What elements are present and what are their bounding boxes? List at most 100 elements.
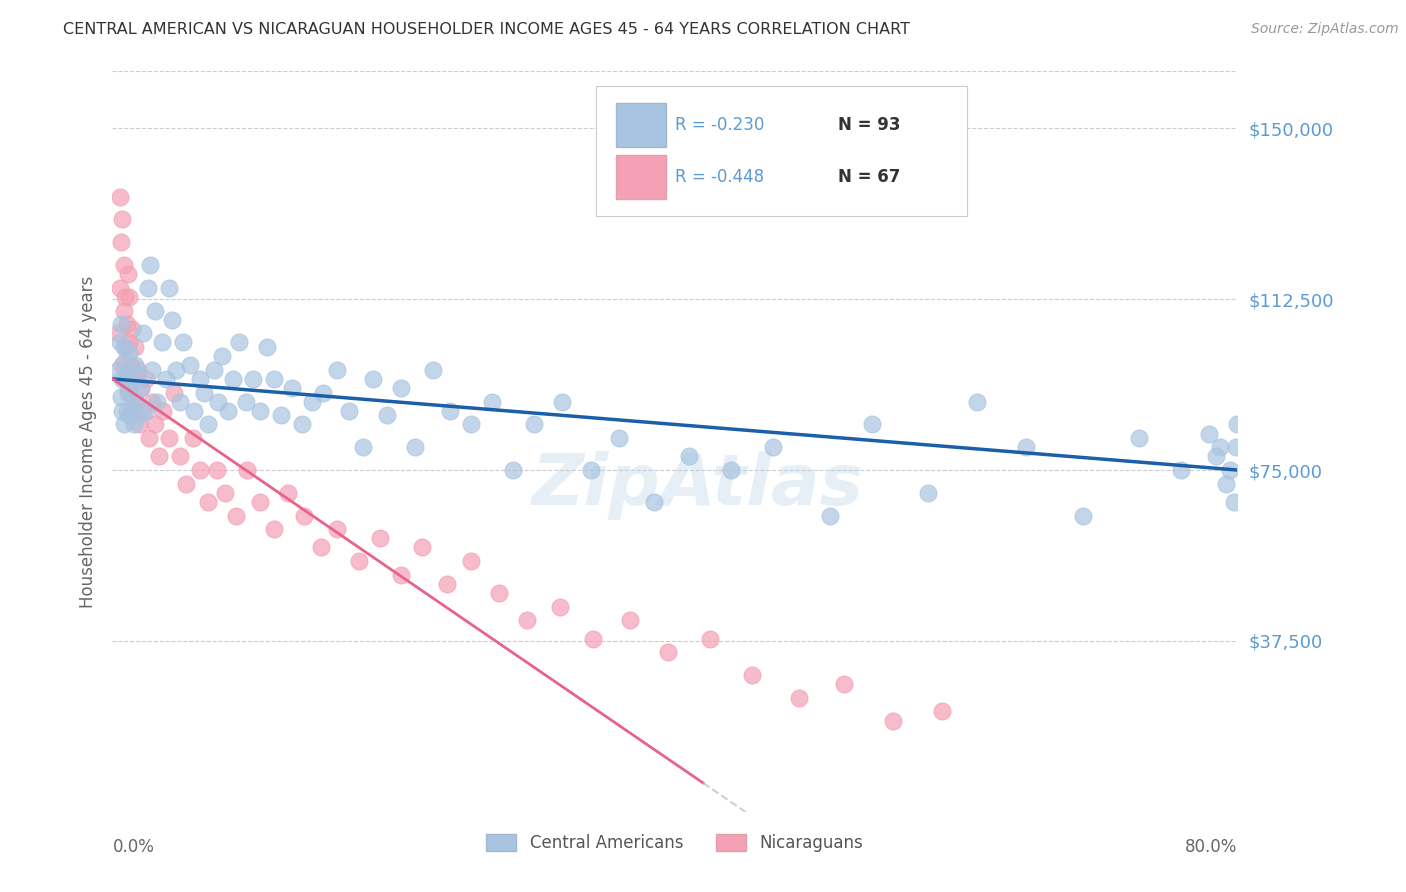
Point bbox=[148, 450, 170, 464]
Point bbox=[152, 404, 174, 418]
Point bbox=[404, 440, 426, 454]
Point bbox=[128, 409, 150, 423]
Text: CENTRAL AMERICAN VS NICARAGUAN HOUSEHOLDER INCOME AGES 45 - 64 YEARS CORRELATION: CENTRAL AMERICAN VS NICARAGUAN HOUSEHOLD… bbox=[63, 22, 910, 37]
Point bbox=[1128, 431, 1150, 445]
Point bbox=[762, 440, 785, 454]
Point bbox=[312, 385, 335, 400]
Point bbox=[1071, 508, 1094, 523]
Point bbox=[235, 394, 257, 409]
Point bbox=[202, 363, 225, 377]
Point bbox=[326, 363, 349, 377]
Point bbox=[699, 632, 721, 646]
Point bbox=[787, 690, 810, 705]
Point bbox=[183, 404, 205, 418]
Point bbox=[125, 394, 148, 409]
Point bbox=[107, 326, 129, 341]
Legend: Central Americans, Nicaraguans: Central Americans, Nicaraguans bbox=[479, 828, 870, 859]
Point bbox=[136, 281, 159, 295]
Point bbox=[114, 353, 136, 368]
Text: R = -0.448: R = -0.448 bbox=[675, 169, 763, 186]
Point bbox=[931, 705, 953, 719]
Point bbox=[389, 567, 412, 582]
Point bbox=[236, 463, 259, 477]
Point bbox=[139, 258, 162, 272]
Point bbox=[120, 376, 142, 391]
Point bbox=[607, 431, 630, 445]
Point bbox=[112, 417, 135, 432]
Point bbox=[122, 417, 145, 432]
Point bbox=[108, 189, 131, 203]
Point bbox=[121, 390, 143, 404]
Point bbox=[150, 335, 173, 350]
Text: R = -0.230: R = -0.230 bbox=[675, 117, 765, 135]
Point bbox=[115, 317, 138, 331]
Point bbox=[108, 281, 131, 295]
Point bbox=[1225, 440, 1247, 454]
Point bbox=[1215, 476, 1237, 491]
Point bbox=[118, 335, 141, 350]
Point bbox=[127, 368, 149, 382]
Point bbox=[249, 495, 271, 509]
Point bbox=[111, 358, 134, 372]
Point bbox=[117, 385, 139, 400]
Point bbox=[135, 404, 157, 418]
Text: Source: ZipAtlas.com: Source: ZipAtlas.com bbox=[1251, 22, 1399, 37]
Point bbox=[121, 322, 143, 336]
Point bbox=[111, 372, 134, 386]
Point bbox=[112, 303, 135, 318]
Point bbox=[436, 577, 458, 591]
Point bbox=[966, 394, 988, 409]
Point bbox=[188, 463, 211, 477]
Point bbox=[1170, 463, 1192, 477]
Text: N = 67: N = 67 bbox=[838, 169, 900, 186]
Point bbox=[129, 381, 152, 395]
Point bbox=[1198, 426, 1220, 441]
Point bbox=[1015, 440, 1038, 454]
Point bbox=[1226, 417, 1249, 432]
Point bbox=[114, 340, 136, 354]
Point bbox=[1205, 450, 1227, 464]
Point bbox=[129, 381, 152, 395]
Point bbox=[115, 372, 138, 386]
Point bbox=[301, 394, 323, 409]
Point bbox=[174, 476, 197, 491]
Point bbox=[120, 358, 142, 372]
Point bbox=[125, 394, 148, 409]
Point bbox=[117, 381, 139, 395]
Point bbox=[256, 340, 278, 354]
Point bbox=[361, 372, 384, 386]
Point bbox=[188, 372, 211, 386]
Point bbox=[127, 363, 149, 377]
Point bbox=[143, 417, 166, 432]
Point bbox=[110, 235, 132, 250]
Point bbox=[197, 417, 219, 432]
Point bbox=[197, 495, 219, 509]
Point bbox=[460, 554, 482, 568]
Point bbox=[741, 668, 763, 682]
Point bbox=[132, 326, 155, 341]
Point bbox=[917, 485, 939, 500]
Point bbox=[222, 372, 245, 386]
Point bbox=[115, 404, 138, 418]
Y-axis label: Householder Income Ages 45 - 64 years: Householder Income Ages 45 - 64 years bbox=[79, 276, 97, 607]
Point bbox=[163, 385, 186, 400]
Point bbox=[225, 508, 247, 523]
Point bbox=[882, 714, 904, 728]
Point bbox=[169, 450, 191, 464]
Point bbox=[281, 381, 304, 395]
Point bbox=[155, 372, 177, 386]
Point bbox=[112, 258, 135, 272]
Point bbox=[368, 532, 391, 546]
Point bbox=[157, 281, 180, 295]
Point bbox=[110, 390, 132, 404]
Point bbox=[270, 409, 292, 423]
Point bbox=[263, 372, 285, 386]
Point bbox=[579, 463, 602, 477]
Point bbox=[118, 344, 141, 359]
Point bbox=[516, 613, 538, 627]
Point bbox=[124, 340, 146, 354]
Point bbox=[326, 522, 349, 536]
Point bbox=[128, 417, 150, 432]
Point bbox=[277, 485, 299, 500]
Point bbox=[411, 541, 433, 555]
